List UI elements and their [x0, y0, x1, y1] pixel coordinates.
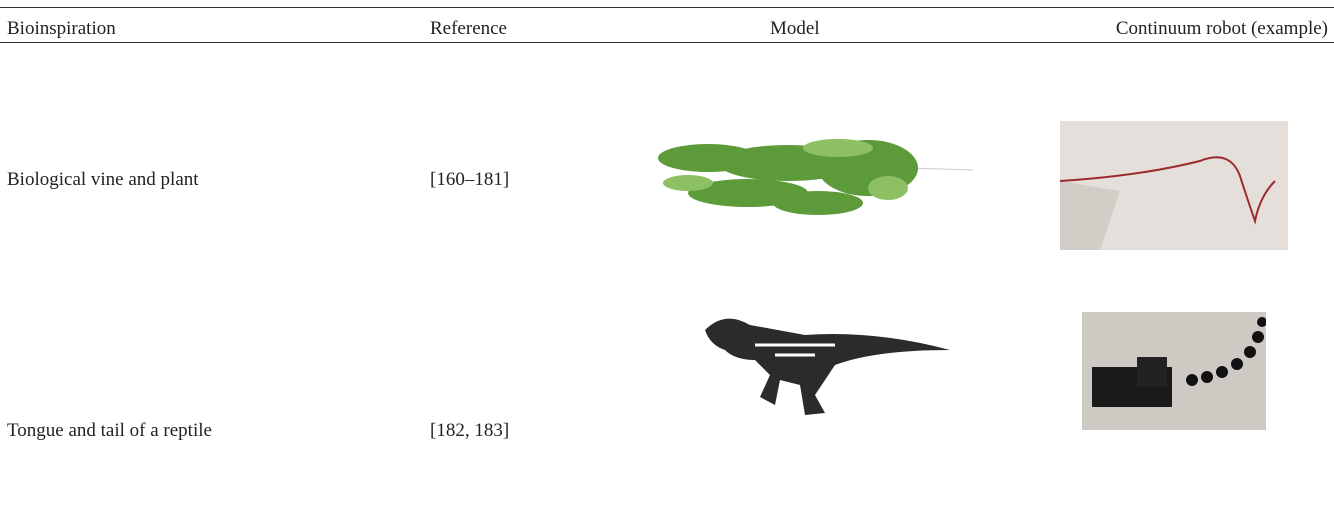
robot-image — [1060, 121, 1288, 250]
robot-image — [1082, 312, 1266, 430]
row-cell: Biological vine and plant — [7, 169, 199, 191]
vine-image — [648, 128, 978, 228]
row-cell: [182, 183] — [430, 420, 509, 442]
header-rule — [0, 42, 1334, 43]
row-cell: [160–181] — [430, 169, 509, 191]
page: {"table": {"header": ["Bioinspiration", … — [0, 0, 1334, 512]
dinosaur-image — [695, 305, 955, 420]
header-cell: Bioinspiration — [7, 18, 116, 40]
row-cell: Tongue and tail of a reptile — [7, 420, 212, 442]
top-rule — [0, 7, 1334, 8]
header-cell: Model — [770, 18, 820, 40]
header-cell: Continuum robot (example) — [1116, 18, 1328, 40]
header-cell: Reference — [430, 18, 507, 40]
